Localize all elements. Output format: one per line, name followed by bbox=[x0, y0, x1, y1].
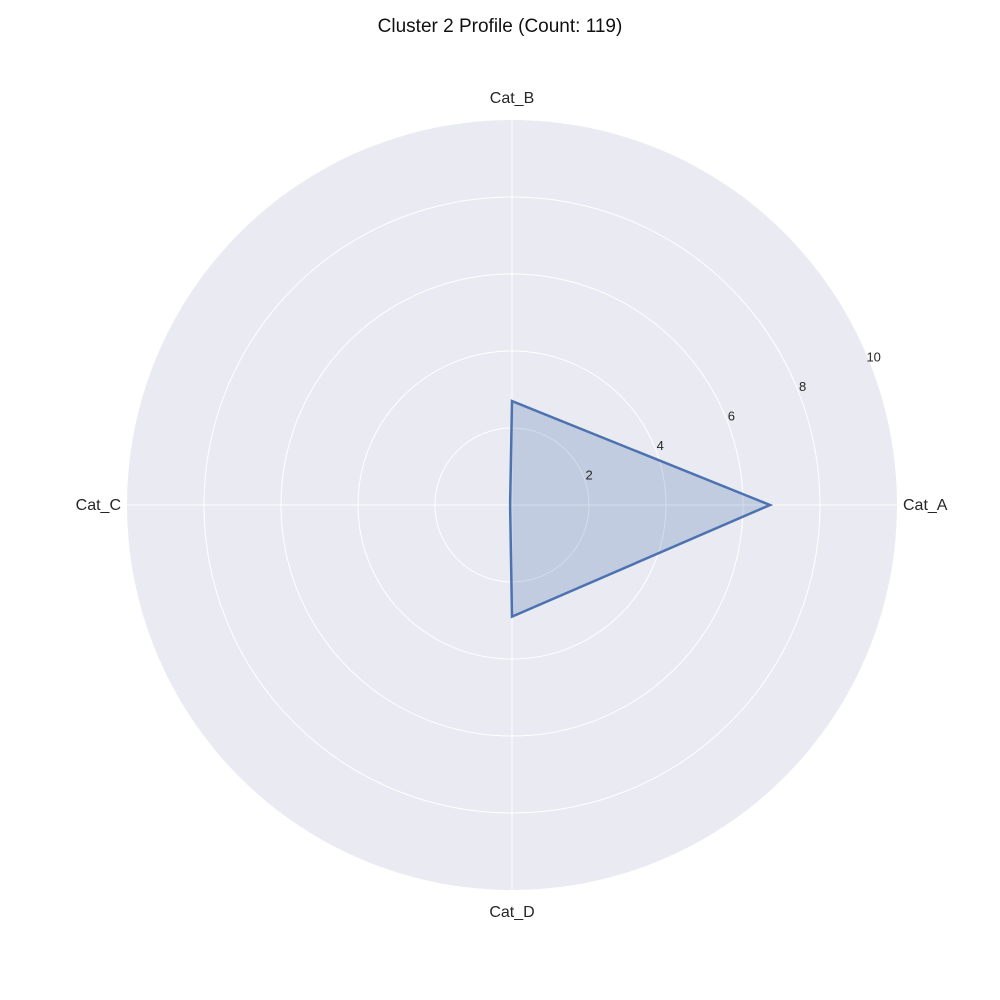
radial-tick-label: 8 bbox=[799, 379, 806, 394]
category-label: Cat_B bbox=[490, 90, 534, 107]
series-line bbox=[508, 399, 774, 619]
radial-tick-label: 6 bbox=[728, 409, 735, 424]
series-layer bbox=[508, 399, 774, 619]
radial-tick-label: 10 bbox=[866, 350, 880, 365]
label-layer: Cat_A Cat_B Cat_C Cat_D 2 4 6 8 10 bbox=[76, 90, 948, 921]
category-label: Cat_C bbox=[76, 497, 121, 514]
radial-tick-label: 4 bbox=[657, 438, 664, 453]
category-label: Cat_A bbox=[903, 497, 948, 514]
series-area bbox=[510, 401, 770, 617]
chart-title: Cluster 2 Profile (Count: 119) bbox=[377, 16, 623, 37]
radial-tick-label: 2 bbox=[585, 468, 592, 483]
category-label: Cat_D bbox=[489, 904, 534, 921]
